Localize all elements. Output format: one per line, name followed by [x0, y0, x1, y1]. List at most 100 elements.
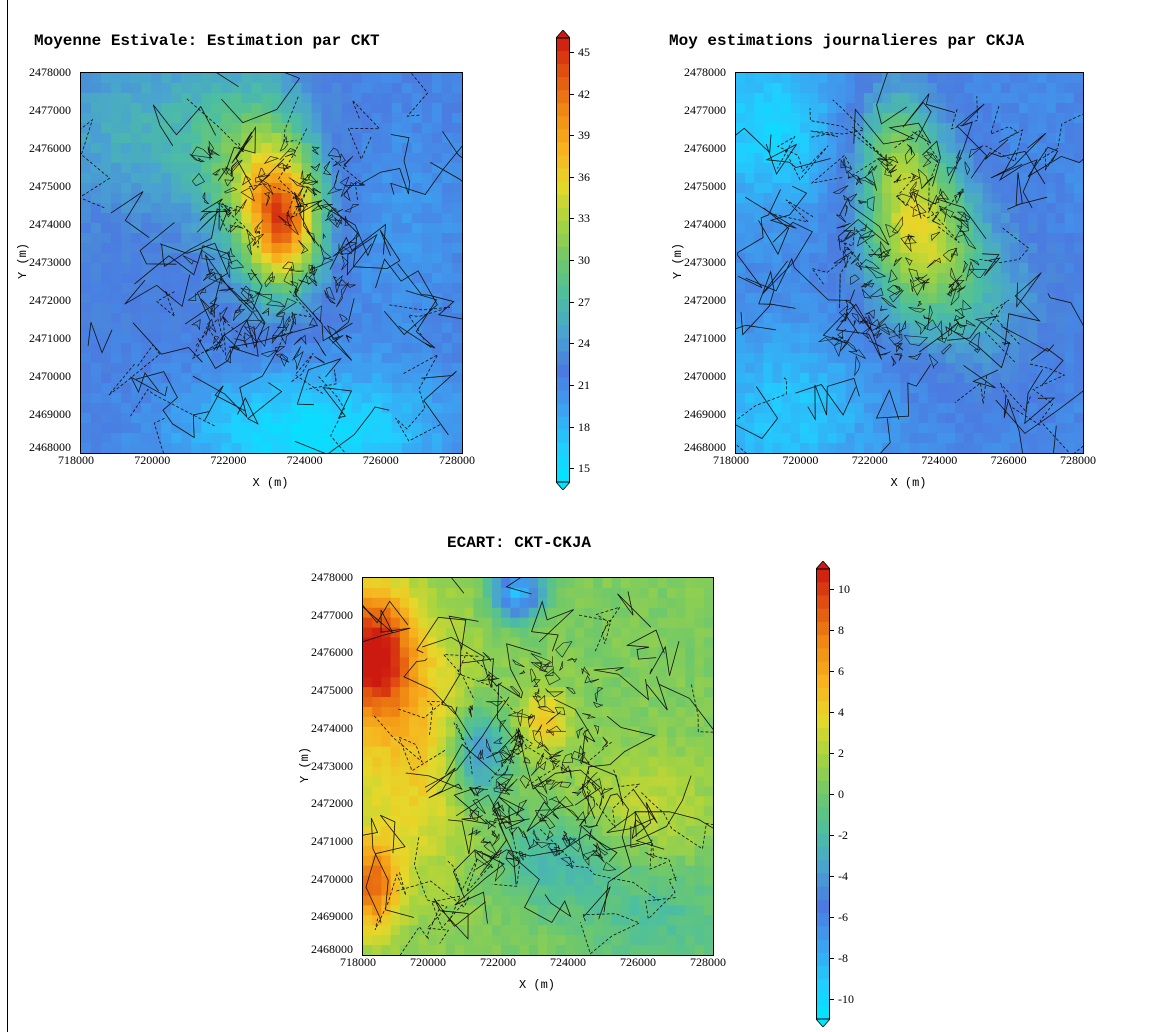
colorbar-gradient — [815, 560, 831, 1028]
colorbar-tick-mark — [830, 671, 834, 673]
y-tick-label: 2476000 — [29, 141, 71, 155]
colorbar-tick-label: 42 — [578, 86, 590, 101]
panel1-title: Moyenne Estivale: Estimation par CKT — [34, 32, 380, 50]
y-tick-label: 2471000 — [29, 331, 71, 345]
y-tick-label: 2478000 — [311, 570, 353, 584]
colorbar-tick-label: -4 — [838, 868, 848, 883]
colorbar-tick-mark — [830, 712, 834, 714]
y-tick-label: 2472000 — [311, 796, 353, 811]
colorbar-tick-label: 24 — [578, 336, 590, 351]
colorbar-tick-mark — [830, 794, 834, 795]
y-tick-label: 2475000 — [311, 683, 353, 698]
x-tick-label: 728000 — [690, 955, 726, 969]
colorbar-tick-label: 39 — [578, 128, 590, 143]
y-axis-label: Y (m) — [16, 242, 31, 280]
colorbar-tick-mark — [570, 260, 574, 261]
y-tick-label: 2473000 — [684, 255, 726, 269]
y-tick-label: 2471000 — [311, 833, 353, 848]
y-axis-label: Y (m) — [298, 746, 313, 783]
x-axis-label: X (m) — [519, 978, 556, 992]
y-tick-label: 2473000 — [29, 255, 71, 269]
colorbar-tick-mark — [570, 51, 574, 53]
y-tick-label: 2469000 — [29, 407, 71, 421]
y-tick-label: 2473000 — [311, 758, 353, 773]
x-tick-label: 726000 — [362, 453, 399, 467]
x-tick-label: 718000 — [713, 453, 749, 467]
y-axis-label: Y (m) — [671, 242, 686, 280]
y-tick-label: 2469000 — [311, 909, 353, 924]
y-tick-label: 2477000 — [311, 607, 353, 622]
colorbar-tick-mark — [830, 834, 834, 836]
colorbar-tick-label: 0 — [838, 787, 844, 801]
colorbar-tick-mark — [830, 753, 834, 755]
map-field-2 — [736, 73, 1083, 453]
colorbar-tick-mark — [830, 589, 834, 591]
x-tick-label: 718000 — [58, 453, 94, 467]
x-tick-label: 722000 — [851, 453, 888, 467]
colorbar-tick-mark — [830, 957, 834, 959]
x-tick-label: 724000 — [921, 453, 958, 467]
colorbar-tick-label: 36 — [578, 169, 590, 184]
y-tick-label: 2477000 — [29, 103, 71, 117]
colorbar-tick-mark — [830, 875, 834, 877]
x-tick-label: 724000 — [286, 453, 323, 467]
y-tick-label: 2470000 — [29, 369, 71, 383]
y-tick-label: 2472000 — [29, 293, 71, 307]
y-tick-label: 2475000 — [684, 179, 726, 193]
map-field-3 — [363, 578, 713, 955]
colorbar-tick-mark — [570, 468, 574, 470]
colorbar-tick-label: -10 — [838, 991, 854, 1006]
x-axis-label: X (m) — [890, 476, 927, 490]
colorbar-tick-label: 6 — [838, 664, 844, 679]
y-tick-label: 2476000 — [684, 141, 726, 155]
colorbar-tick-label: -8 — [838, 950, 848, 965]
x-tick-label: 718000 — [340, 955, 376, 969]
colorbar-tick-label: 27 — [578, 294, 590, 309]
colorbar-gradient — [555, 29, 571, 491]
colorbar-tick-mark — [570, 343, 574, 345]
colorbar-difference — [815, 560, 831, 1028]
colorbar-tick-label: 33 — [578, 211, 590, 226]
panel3-title: ECART: CKT-CKJA — [447, 534, 592, 552]
colorbar-tick-label: 8 — [838, 623, 844, 638]
panel3-map — [362, 577, 714, 956]
colorbar-temperature — [555, 29, 571, 491]
colorbar-tick-mark — [570, 176, 574, 178]
y-tick-label: 2477000 — [684, 103, 726, 117]
y-tick-label: 2472000 — [684, 293, 726, 307]
colorbar-tick-mark — [830, 916, 834, 918]
x-axis-label: X (m) — [252, 476, 289, 490]
colorbar-tick-label: 4 — [838, 705, 844, 720]
x-tick-label: 720000 — [410, 955, 446, 969]
colorbar-tick-mark — [570, 135, 574, 137]
panel2-title: Moy estimations journalieres par CKJA — [669, 32, 1025, 50]
x-tick-label: 726000 — [990, 453, 1027, 467]
colorbar-tick-mark — [830, 998, 834, 1000]
colorbar-tick-label: 21 — [578, 377, 590, 392]
y-tick-label: 2474000 — [29, 217, 71, 231]
colorbar-tick-label: -2 — [838, 827, 848, 842]
x-tick-label: 720000 — [134, 453, 171, 467]
colorbar-tick-mark — [570, 301, 574, 303]
x-tick-label: 724000 — [550, 955, 586, 969]
x-tick-label: 728000 — [1060, 453, 1096, 467]
y-tick-label: 2471000 — [684, 331, 726, 345]
colorbar-tick-label: 10 — [838, 582, 850, 597]
colorbar-tick-label: 15 — [578, 461, 590, 476]
y-tick-label: 2469000 — [684, 407, 726, 421]
x-tick-label: 728000 — [439, 453, 475, 467]
y-tick-label: 2474000 — [684, 217, 726, 231]
colorbar-tick-label: 45 — [578, 44, 590, 59]
x-tick-label: 722000 — [480, 955, 516, 969]
y-tick-label: 2470000 — [311, 871, 353, 886]
x-tick-label: 726000 — [620, 955, 656, 969]
colorbar-tick-mark — [570, 384, 574, 386]
colorbar-tick-mark — [830, 630, 834, 632]
y-tick-label: 2468000 — [311, 942, 353, 956]
colorbar-tick-mark — [570, 426, 574, 428]
y-tick-label: 2478000 — [684, 65, 726, 79]
y-tick-label: 2470000 — [684, 369, 726, 383]
panel2-map — [735, 72, 1084, 454]
y-tick-label: 2474000 — [311, 720, 353, 735]
y-tick-label: 2476000 — [311, 645, 353, 660]
